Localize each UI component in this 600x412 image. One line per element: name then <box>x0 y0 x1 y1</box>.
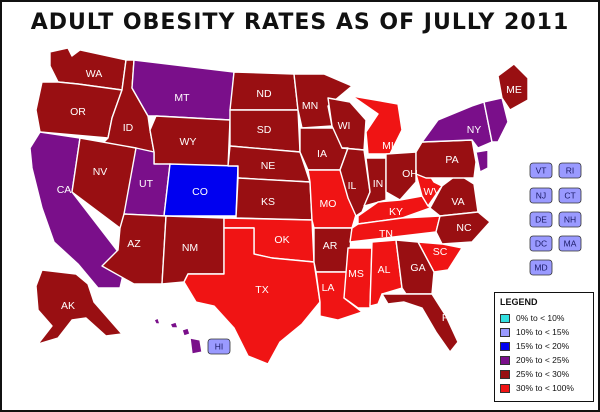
state-AK[interactable] <box>35 269 123 345</box>
state-IL[interactable] <box>339 147 371 217</box>
label-AR: AR <box>323 240 338 252</box>
state-MS[interactable] <box>343 247 373 309</box>
state-NY[interactable] <box>421 101 493 149</box>
legend-swatch <box>500 369 510 379</box>
label-NV: NV <box>93 166 108 178</box>
label-AL: AL <box>378 264 391 276</box>
map-title: ADULT OBESITY RATES AS OF JULLY 2011 <box>30 10 570 35</box>
legend-label: 0% to < 10% <box>516 313 565 323</box>
label-MO: MO <box>320 198 337 210</box>
label-IN: IN <box>373 178 384 190</box>
label-MT: MT <box>174 92 190 104</box>
legend-label: 25% to < 30% <box>516 369 570 379</box>
label-WY: WY <box>180 136 197 148</box>
legend-swatch <box>500 327 510 337</box>
state-MT[interactable] <box>131 59 235 121</box>
legend-item: 0% to < 10% <box>500 311 588 325</box>
legend-label: 15% to < 20% <box>516 341 570 351</box>
small-state-boxes: VT RI NJ CT DE NH DC MA MD HI <box>207 162 582 355</box>
label-WV: WV <box>424 186 441 198</box>
legend-item: 30% to < 100% <box>500 381 588 395</box>
state-TX[interactable] <box>183 227 321 365</box>
label-GA: GA <box>410 262 425 274</box>
label-SD: SD <box>257 124 272 136</box>
label-CO: CO <box>192 186 208 198</box>
label-ND: ND <box>256 88 272 100</box>
legend-item: 25% to < 30% <box>500 367 588 381</box>
box-NJ[interactable] <box>529 187 553 204</box>
label-FL: FL <box>442 312 454 324</box>
box-CT[interactable] <box>558 187 582 204</box>
label-WA: WA <box>86 68 103 80</box>
box-NJ-label: NJ <box>536 190 546 200</box>
box-DC-label: DC <box>535 238 547 248</box>
box-HI[interactable] <box>207 338 231 355</box>
state-NJ-shape <box>475 149 489 173</box>
label-NE: NE <box>261 160 276 172</box>
legend-swatch <box>500 313 510 323</box>
box-VT-label: VT <box>536 165 547 175</box>
label-UT: UT <box>139 178 154 190</box>
box-MD[interactable] <box>529 259 553 276</box>
label-OH: OH <box>402 168 418 180</box>
box-HI-label: HI <box>215 341 224 351</box>
legend-label: 30% to < 100% <box>516 383 574 393</box>
label-SC: SC <box>433 246 448 258</box>
box-NH-label: NH <box>564 214 576 224</box>
state-NE-small <box>483 97 509 143</box>
label-NY: NY <box>467 124 482 136</box>
label-MI: MI <box>382 140 394 152</box>
state-MI[interactable] <box>351 95 403 155</box>
legend-item: 10% to < 15% <box>500 325 588 339</box>
legend-item: 20% to < 25% <box>500 353 588 367</box>
box-DE-label: DE <box>535 214 547 224</box>
legend-swatch <box>500 341 510 351</box>
box-MA-label: MA <box>564 238 577 248</box>
label-TX: TX <box>255 284 268 296</box>
box-CT-label: CT <box>564 190 575 200</box>
state-IN[interactable] <box>363 157 387 207</box>
label-AK: AK <box>61 300 75 312</box>
label-OR: OR <box>70 106 86 118</box>
label-ME: ME <box>506 84 522 96</box>
box-VT[interactable] <box>529 162 553 179</box>
label-MN: MN <box>302 100 318 112</box>
box-RI-label: RI <box>566 165 575 175</box>
label-CA: CA <box>57 184 72 196</box>
label-NM: NM <box>182 242 198 254</box>
box-DE[interactable] <box>529 211 553 228</box>
legend-item: 15% to < 20% <box>500 339 588 353</box>
box-DC[interactable] <box>529 235 553 252</box>
box-RI[interactable] <box>558 162 582 179</box>
label-IL: IL <box>348 180 357 192</box>
label-AZ: AZ <box>127 238 141 250</box>
label-ID: ID <box>123 122 134 134</box>
legend-title: LEGEND <box>500 297 538 307</box>
label-KY: KY <box>389 206 403 218</box>
label-TN: TN <box>379 228 393 240</box>
state-OH[interactable] <box>385 151 417 201</box>
legend: LEGEND 0% to < 10% 10% to < 15% 15% to <… <box>494 292 594 402</box>
label-PA: PA <box>445 154 458 166</box>
box-MA[interactable] <box>558 235 582 252</box>
label-OK: OK <box>274 234 289 246</box>
label-KS: KS <box>261 196 275 208</box>
box-MD-label: MD <box>534 262 547 272</box>
legend-label: 10% to < 15% <box>516 327 570 337</box>
label-WI: WI <box>338 120 351 132</box>
label-VA: VA <box>451 196 464 208</box>
label-LA: LA <box>322 282 335 294</box>
box-NH[interactable] <box>558 211 582 228</box>
legend-swatch <box>500 383 510 393</box>
state-HI[interactable] <box>153 317 203 355</box>
legend-swatch <box>500 355 510 365</box>
label-IA: IA <box>317 148 327 160</box>
state-FL[interactable] <box>381 293 459 353</box>
state-ME[interactable] <box>497 63 529 111</box>
legend-label: 20% to < 25% <box>516 355 570 365</box>
label-NC: NC <box>456 222 472 234</box>
label-MS: MS <box>348 268 364 280</box>
